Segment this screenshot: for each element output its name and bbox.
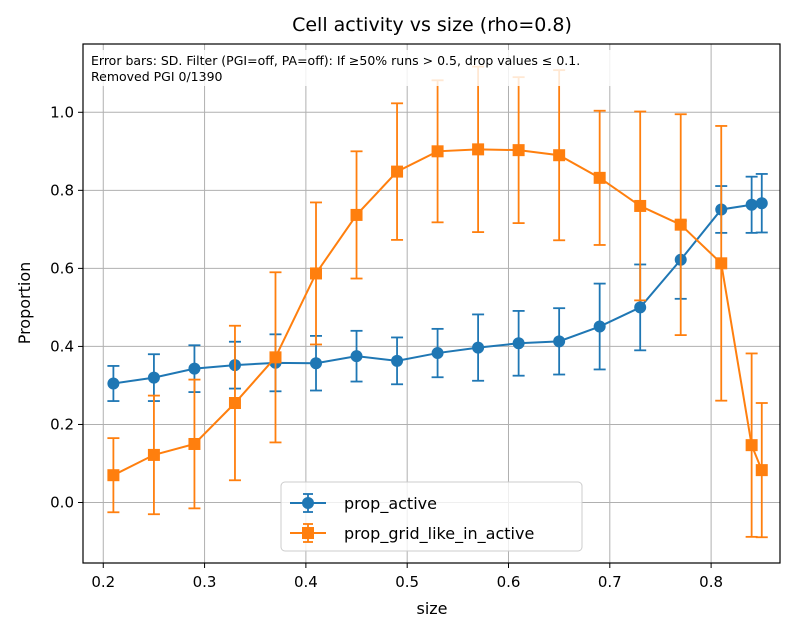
x-tick-label: 0.2 bbox=[91, 573, 115, 591]
x-tick-label: 0.3 bbox=[193, 573, 217, 591]
series-line bbox=[113, 202, 762, 385]
y-tick-label: 0.2 bbox=[50, 415, 74, 433]
data-point bbox=[745, 198, 758, 211]
data-point bbox=[350, 350, 363, 363]
annotation: Error bars: SD. Filter (PGI=off, PA=off)… bbox=[89, 50, 709, 86]
data-point bbox=[228, 397, 241, 410]
x-tick-label: 0.5 bbox=[395, 573, 419, 591]
annotation-line-2: Removed PGI 0/1390 bbox=[91, 69, 223, 84]
data-point bbox=[188, 437, 201, 450]
x-tick-label: 0.4 bbox=[294, 573, 318, 591]
x-axis-label: size bbox=[416, 599, 447, 618]
data-point bbox=[745, 439, 758, 452]
data-point bbox=[431, 145, 444, 158]
y-axis-label: Proportion bbox=[15, 262, 34, 345]
data-point bbox=[269, 351, 282, 364]
annotation-box bbox=[89, 50, 709, 86]
y-tick-label: 0.8 bbox=[50, 181, 74, 199]
y-tick-label: 0.0 bbox=[50, 494, 74, 512]
legend-entry-prop_active: prop_active bbox=[290, 493, 437, 514]
data-point bbox=[350, 208, 363, 221]
data-point bbox=[147, 448, 160, 461]
legend-box bbox=[280, 481, 583, 552]
data-point bbox=[634, 301, 647, 314]
data-point bbox=[107, 377, 120, 390]
data-point bbox=[391, 354, 404, 367]
data-point bbox=[310, 357, 323, 370]
data-point bbox=[634, 199, 647, 212]
data-point bbox=[593, 171, 606, 184]
data-point bbox=[472, 341, 485, 354]
legend-marker bbox=[302, 527, 314, 539]
legend-label: prop_grid_like_in_active bbox=[344, 524, 534, 544]
chart-title: Cell activity vs size (rho=0.8) bbox=[292, 14, 572, 36]
data-point bbox=[512, 337, 525, 350]
legend-entry-prop_grid_like_in_active: prop_grid_like_in_active bbox=[290, 523, 534, 544]
legend-label: prop_active bbox=[344, 494, 437, 514]
series-prop_grid_like_in_active bbox=[107, 65, 768, 539]
data-point bbox=[107, 469, 120, 482]
data-point bbox=[553, 335, 566, 348]
x-tick-label: 0.8 bbox=[699, 573, 723, 591]
x-tick-label: 0.6 bbox=[497, 573, 521, 591]
y-tick-label: 0.4 bbox=[50, 337, 74, 355]
data-point bbox=[755, 197, 768, 210]
x-tick-label: 0.7 bbox=[598, 573, 622, 591]
series-layer bbox=[107, 65, 768, 539]
y-tick-label: 0.6 bbox=[50, 259, 74, 277]
y-tick-label: 1.0 bbox=[50, 103, 74, 121]
legend: prop_active prop_grid_like_in_active bbox=[280, 481, 583, 552]
data-point bbox=[553, 149, 566, 162]
data-point bbox=[512, 144, 525, 157]
data-point bbox=[391, 165, 404, 178]
data-point bbox=[472, 143, 485, 156]
data-point bbox=[715, 257, 728, 270]
ticks: 0.2 0.3 0.4 0.5 0.6 0.7 0.8 0.0 0.2 0.4 0.6 0.8 1.0 bbox=[50, 103, 723, 591]
data-point bbox=[755, 464, 768, 477]
plot-frame bbox=[82, 43, 781, 564]
grid bbox=[83, 44, 780, 563]
data-point bbox=[593, 320, 606, 333]
data-point bbox=[188, 362, 201, 375]
annotation-line-1: Error bars: SD. Filter (PGI=off, PA=off)… bbox=[91, 53, 580, 68]
data-point bbox=[431, 347, 444, 360]
data-point bbox=[674, 218, 687, 231]
legend-marker bbox=[302, 497, 314, 509]
data-point bbox=[310, 267, 323, 280]
data-point bbox=[147, 371, 160, 384]
series-line bbox=[112, 148, 763, 477]
